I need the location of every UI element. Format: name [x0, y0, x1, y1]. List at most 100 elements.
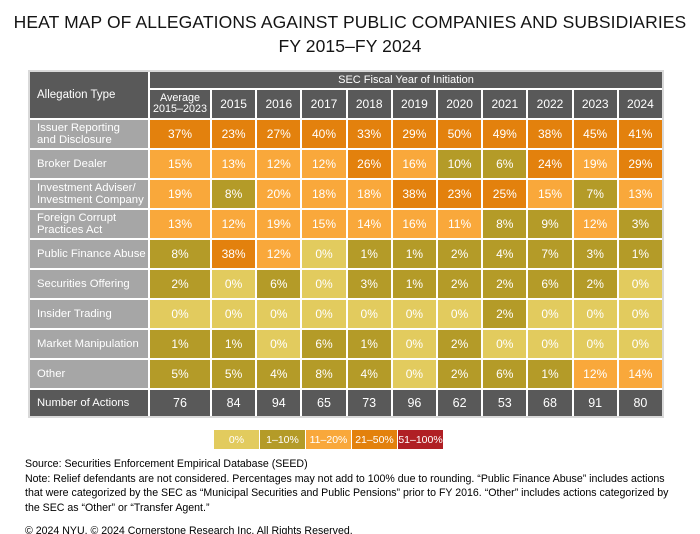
- heatmap-cell: 10%: [438, 150, 482, 178]
- column-header: 2022: [528, 90, 572, 118]
- source-text: Source: Securities Enforcement Empirical…: [25, 458, 308, 470]
- totals-cell: 91: [573, 390, 617, 416]
- column-group-header: SEC Fiscal Year of Initiation: [150, 72, 662, 88]
- heatmap-cell: 0%: [528, 300, 572, 328]
- heatmap-cell: 29%: [392, 120, 436, 148]
- note-text: Note: Relief defendants are not consider…: [25, 472, 669, 514]
- heatmap-cell: 6%: [302, 330, 346, 358]
- heatmap-cell: 12%: [257, 240, 301, 268]
- heatmap-cell: 13%: [150, 210, 210, 238]
- chart-title: HEAT MAP OF ALLEGATIONS AGAINST PUBLIC C…: [0, 10, 700, 58]
- heatmap-cell: 16%: [392, 210, 436, 238]
- row-label: Insider Trading: [30, 300, 148, 328]
- heatmap-cell: 0%: [347, 300, 391, 328]
- heatmap-cell: 6%: [483, 360, 527, 388]
- column-header: 2023: [573, 90, 617, 118]
- heatmap-cell: 4%: [257, 360, 301, 388]
- heatmap-cell: 2%: [438, 360, 482, 388]
- heatmap-cell: 8%: [150, 240, 210, 268]
- heatmap-cell: 0%: [212, 300, 256, 328]
- heatmap-cell: 16%: [392, 150, 436, 178]
- totals-cell: 80: [618, 390, 662, 416]
- heatmap-cell: 11%: [438, 210, 482, 238]
- heatmap-cell: 20%: [257, 180, 301, 208]
- heatmap-cell: 6%: [257, 270, 301, 298]
- heatmap-cell: 0%: [212, 270, 256, 298]
- heatmap-cell: 7%: [573, 180, 617, 208]
- totals-cell: 68: [528, 390, 572, 416]
- heatmap-cell: 0%: [528, 330, 572, 358]
- column-header: Average 2015–2023: [150, 90, 210, 118]
- heatmap-cell: 15%: [150, 150, 210, 178]
- heatmap-cell: 26%: [347, 150, 391, 178]
- heatmap-cell: 38%: [392, 180, 436, 208]
- legend-item: 1–10%: [260, 430, 305, 449]
- heatmap-cell: 15%: [528, 180, 572, 208]
- heatmap-cell: 2%: [483, 270, 527, 298]
- legend-item: 11–20%: [306, 430, 351, 449]
- heatmap-cell: 0%: [392, 330, 436, 358]
- heatmap-cell: 0%: [257, 330, 301, 358]
- row-label: Foreign Corrupt Practices Act: [30, 210, 148, 238]
- row-label: Securities Offering: [30, 270, 148, 298]
- heatmap-cell: 12%: [302, 150, 346, 178]
- row-label: Other: [30, 360, 148, 388]
- heatmap-cell: 0%: [618, 330, 662, 358]
- heatmap-cell: 37%: [150, 120, 210, 148]
- heatmap-cell: 0%: [573, 330, 617, 358]
- heatmap-legend: 0% 1–10% 11–20% 21–50% 51–100%: [214, 430, 443, 449]
- heatmap-cell: 4%: [347, 360, 391, 388]
- column-header: 2020: [438, 90, 482, 118]
- heatmap-cell: 14%: [347, 210, 391, 238]
- column-header: 2021: [483, 90, 527, 118]
- heatmap-cell: 23%: [212, 120, 256, 148]
- heatmap-cell: 12%: [212, 210, 256, 238]
- heatmap-cell: 38%: [212, 240, 256, 268]
- heatmap-cell: 45%: [573, 120, 617, 148]
- chart-title-line2: FY 2015–FY 2024: [278, 36, 422, 56]
- heatmap-cell: 1%: [347, 330, 391, 358]
- heatmap-cell: 6%: [528, 270, 572, 298]
- heatmap-cell: 0%: [573, 300, 617, 328]
- heatmap-cell: 5%: [212, 360, 256, 388]
- heatmap-cell: 2%: [150, 270, 210, 298]
- heatmap-cell: 3%: [618, 210, 662, 238]
- heatmap-cell: 24%: [528, 150, 572, 178]
- heatmap-cell: 27%: [257, 120, 301, 148]
- heatmap-cell: 3%: [573, 240, 617, 268]
- heatmap-cell: 0%: [302, 300, 346, 328]
- heatmap-cell: 2%: [438, 330, 482, 358]
- legend-item: 0%: [214, 430, 259, 449]
- heatmap-cell: 19%: [150, 180, 210, 208]
- heatmap-cell: 14%: [618, 360, 662, 388]
- heatmap-table: Allegation Type SEC Fiscal Year of Initia…: [28, 70, 664, 418]
- heatmap-cell: 2%: [573, 270, 617, 298]
- heatmap-cell: 0%: [257, 300, 301, 328]
- totals-cell: 96: [392, 390, 436, 416]
- column-header: 2017: [302, 90, 346, 118]
- heatmap-cell: 8%: [483, 210, 527, 238]
- heatmap-cell: 13%: [618, 180, 662, 208]
- heatmap-cell: 18%: [347, 180, 391, 208]
- totals-cell: 73: [347, 390, 391, 416]
- heatmap-cell: 0%: [302, 270, 346, 298]
- heatmap-cell: 0%: [150, 300, 210, 328]
- heatmap-cell: 2%: [438, 270, 482, 298]
- row-label: Broker Dealer: [30, 150, 148, 178]
- chart-title-line1: HEAT MAP OF ALLEGATIONS AGAINST PUBLIC C…: [13, 12, 687, 32]
- totals-cell: 65: [302, 390, 346, 416]
- heatmap-cell: 29%: [618, 150, 662, 178]
- legend-item: 21–50%: [352, 430, 397, 449]
- column-header: 2024: [618, 90, 662, 118]
- heatmap-cell: 49%: [483, 120, 527, 148]
- heatmap-cell: 13%: [212, 150, 256, 178]
- heatmap-cell: 2%: [483, 300, 527, 328]
- heatmap-cell: 9%: [528, 210, 572, 238]
- heatmap-cell: 0%: [483, 330, 527, 358]
- heatmap-cell: 7%: [528, 240, 572, 268]
- heatmap-cell: 12%: [257, 150, 301, 178]
- heatmap-cell: 0%: [392, 300, 436, 328]
- row-header-label: Allegation Type: [30, 72, 148, 118]
- column-header: 2016: [257, 90, 301, 118]
- heatmap-cell: 12%: [573, 210, 617, 238]
